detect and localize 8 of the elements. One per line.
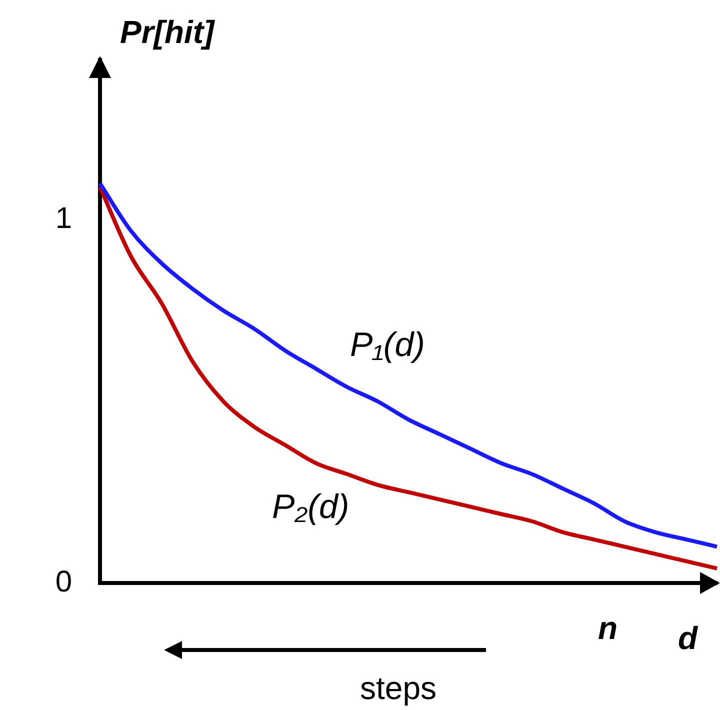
text: steps (360, 670, 436, 706)
y-tick-label: 0 (55, 565, 72, 598)
series-label: P₂(d) (272, 488, 350, 526)
x-axis-title: d (678, 620, 698, 656)
y-axis-title: Pr[hit] (120, 14, 214, 50)
series-label: P₁(d) (350, 326, 425, 364)
text: n (598, 610, 618, 646)
y-tick-label: 1 (55, 202, 72, 236)
